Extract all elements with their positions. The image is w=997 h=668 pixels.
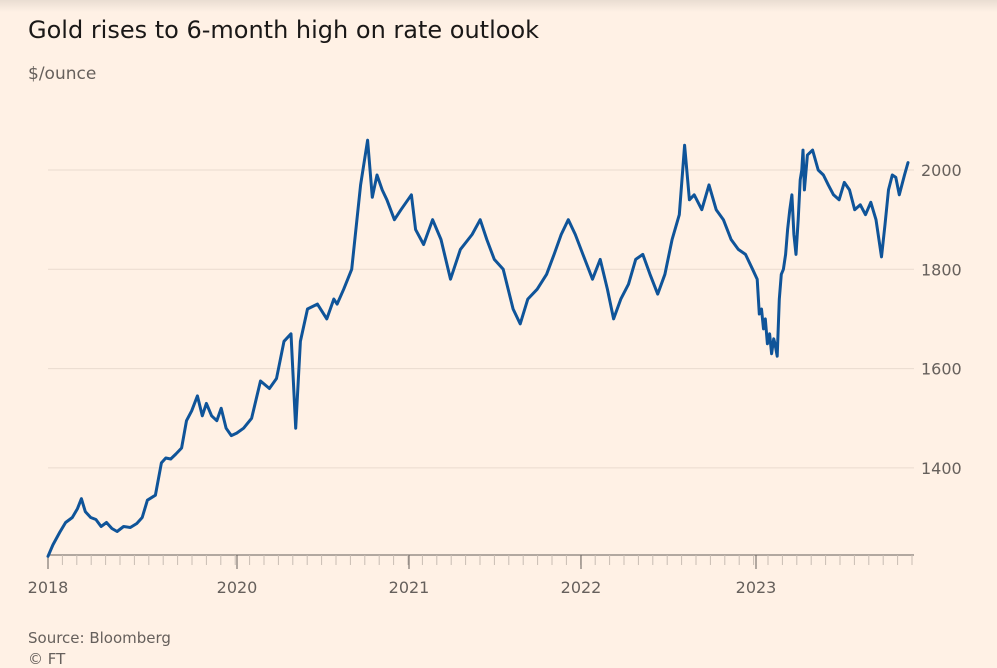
series-layer (46, 138, 910, 558)
x-tick-label: 2020 (217, 578, 258, 597)
unit-label: $/ounce (28, 64, 97, 84)
copyright-note: © FT (28, 650, 66, 668)
y-tick-label: 1600 (921, 360, 962, 379)
y-axis-tick-labels: 1400 1600 1800 2000 (921, 161, 962, 478)
gridlines (48, 169, 914, 469)
gold-price-chart: 1400 1600 1800 2000 2018 2020 2021 2022 2023 (28, 138, 962, 597)
source-note: Source: Bloomberg (28, 629, 171, 647)
x-tick-label: 2018 (28, 578, 69, 597)
x-tick-label: 2023 (736, 578, 777, 597)
series-line (46, 138, 910, 558)
y-tick-label: 2000 (921, 161, 962, 180)
x-tick-label: 2021 (389, 578, 430, 597)
y-tick-label: 1800 (921, 260, 962, 279)
top-shadow-bar (0, 0, 997, 12)
y-tick-label: 1400 (921, 459, 962, 478)
x-tick-label: 2022 (561, 578, 602, 597)
chart-title: Gold rises to 6-month high on rate outlo… (28, 16, 540, 44)
x-axis: 2018 2020 2021 2022 2023 (28, 554, 914, 597)
